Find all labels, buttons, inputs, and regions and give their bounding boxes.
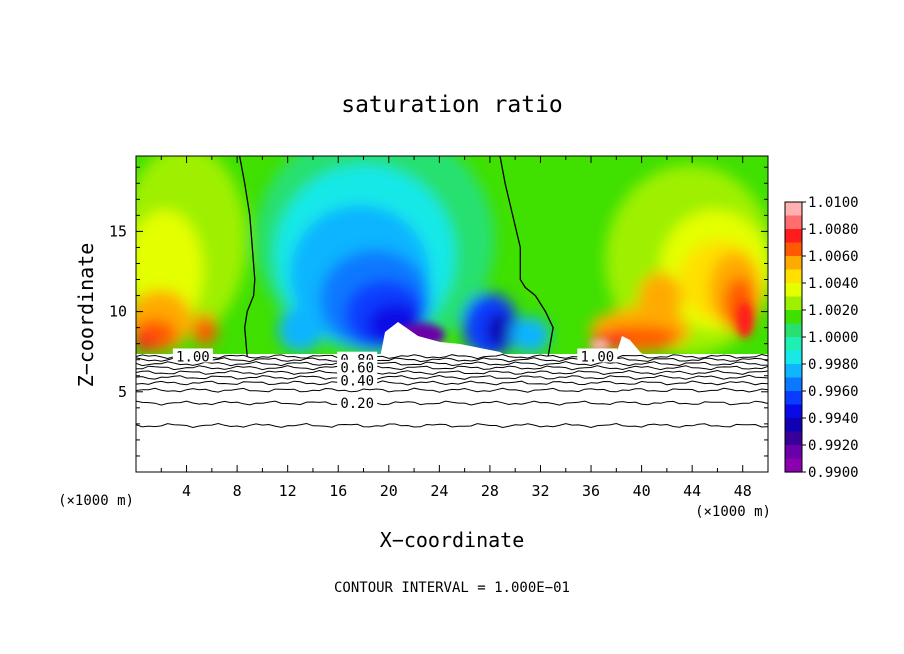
colorbar-swatch: [785, 242, 802, 257]
contour-line: [135, 374, 769, 380]
x-tick-label: 8: [233, 482, 242, 500]
saturation-contours: [238, 155, 554, 357]
colorbar-swatch: [785, 391, 802, 406]
contour-label: 0.20: [340, 396, 374, 412]
contour-line: [135, 361, 769, 367]
contour-label: 0.40: [340, 374, 374, 390]
x-tick-label: 48: [734, 482, 752, 500]
colorbar-swatch: [785, 269, 802, 284]
colorbar-swatch: [785, 215, 802, 230]
y-tick-label: 5: [118, 383, 127, 401]
contour-labels: 1.000.800.600.400.201.00: [172, 348, 618, 412]
x-tick-label: 4: [182, 482, 191, 500]
x-axis-ticks: 4 8 12 16 20 24 28 32 36 40 44 48: [160, 156, 752, 500]
colorbar-label: 0.9940: [808, 411, 859, 427]
y-axis-label: Z−coordinate: [74, 243, 98, 388]
contour-label-bg: [577, 348, 618, 363]
colorbar-swatch: [785, 229, 802, 244]
x-tick-label: 12: [279, 482, 297, 500]
y-axis-unit: (×1000 m): [695, 504, 771, 520]
x-tick-label: 44: [683, 482, 701, 500]
colorbar-label: 1.0000: [808, 330, 859, 346]
contour-line: [135, 422, 769, 429]
colorbar-swatch: [785, 337, 802, 352]
contour-lines: [135, 353, 769, 429]
colorbar-swatch: [785, 296, 802, 311]
x-axis-label: X−coordinate: [380, 528, 525, 552]
contour-label-bg: [337, 395, 378, 410]
y-tick-label: 15: [109, 222, 127, 240]
colorbar-swatch: [785, 431, 802, 446]
colorbar-label: 1.0040: [808, 276, 859, 292]
chart-title: saturation ratio: [341, 92, 563, 118]
colorbar-swatch: [785, 364, 802, 379]
contour-label-bg: [337, 372, 378, 387]
x-axis-unit: (×1000 m): [58, 493, 134, 509]
contour-line: [135, 353, 769, 360]
colorbar-swatch: [785, 350, 802, 365]
colorbar-swatch: [785, 404, 802, 419]
contour-label-bg: [337, 359, 378, 374]
colorbar-swatch: [785, 283, 802, 298]
field-cutoff: [136, 354, 768, 358]
colorbar-label: 1.0080: [808, 222, 859, 238]
colorbar-label: 0.9900: [808, 465, 859, 481]
white-gap-center: [380, 322, 510, 358]
white-gap-right: [615, 336, 648, 358]
colorbar-label: 1.0020: [808, 303, 859, 319]
colorbar-swatch: [785, 377, 802, 392]
saturation-field: [136, 156, 768, 358]
contour-label: 1.00: [581, 350, 615, 366]
colorbar-swatch: [785, 202, 802, 217]
colorbar-label: 0.9960: [808, 384, 859, 400]
x-tick-label: 28: [481, 482, 499, 500]
colorbar: 1.0100 1.0080 1.0060 1.0040 1.0020 1.0000 0.99…: [784, 195, 859, 481]
y-axis-ticks: 5 10 15: [109, 166, 768, 457]
contour-line: [135, 369, 769, 376]
colorbar-label: 1.0100: [808, 195, 859, 211]
x-tick-label: 16: [329, 482, 347, 500]
contour-label-bg: [172, 348, 213, 363]
x-tick-label: 32: [531, 482, 549, 500]
x-tick-label: 40: [633, 482, 651, 500]
colorbar-swatch: [785, 256, 802, 271]
colorbar-swatch: [785, 445, 802, 460]
contour-line: [136, 365, 769, 371]
colorbar-label: 0.9920: [808, 438, 859, 454]
contour-line: [135, 380, 769, 386]
x-tick-label: 36: [582, 482, 600, 500]
plot-frame: [135, 155, 769, 473]
colorbar-swatch: [785, 310, 802, 325]
x-tick-label: 20: [380, 482, 398, 500]
contour-line: [135, 400, 769, 406]
contour-label: 1.00: [176, 350, 210, 366]
contour-interval-note: CONTOUR INTERVAL = 1.000E−01: [334, 580, 570, 596]
colorbar-swatch: [785, 323, 802, 338]
y-tick-label: 10: [109, 303, 127, 321]
x-tick-label: 24: [430, 482, 448, 500]
colorbar-swatch: [785, 458, 802, 473]
colorbar-label: 1.0060: [808, 249, 859, 265]
contour-line: [135, 387, 769, 393]
contour-line: [135, 357, 769, 363]
saturation-contour: [238, 155, 256, 357]
colorbar-label: 0.9980: [808, 357, 859, 373]
colorbar-swatch: [785, 418, 802, 433]
saturation-contour: [499, 155, 554, 357]
